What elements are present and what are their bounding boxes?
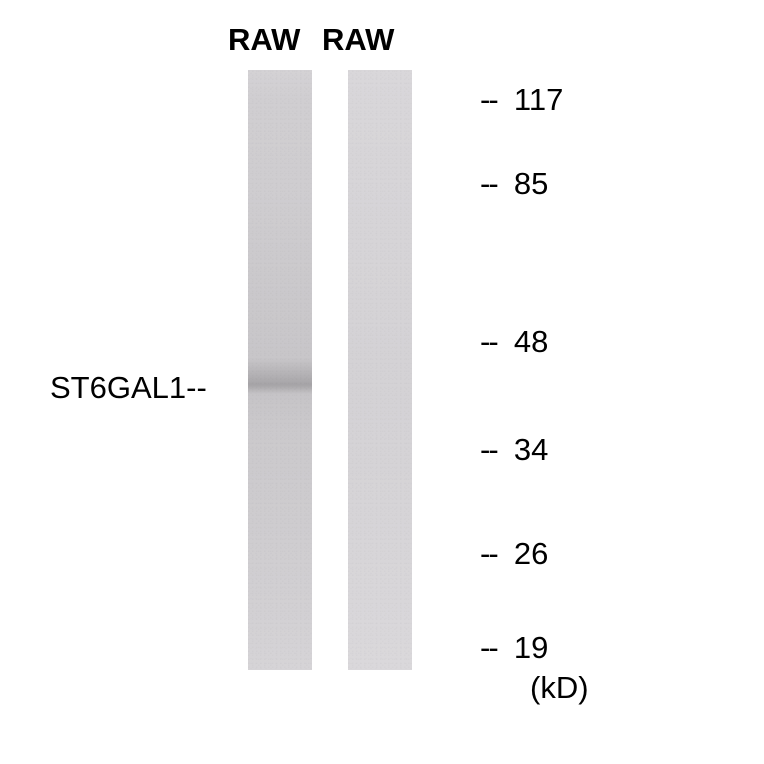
marker-117: -- 117 [480,82,563,118]
marker-value: 26 [514,536,548,571]
marker-value: 48 [514,324,548,359]
marker-85: -- 85 [480,166,548,202]
western-blot-figure: RAW RAW ST6GAL1-- -- 117 -- 85 -- 48 -- … [0,0,764,764]
marker-48: -- 48 [480,324,548,360]
marker-value: 34 [514,432,548,467]
protein-name: ST6GAL1 [50,370,186,405]
marker-dash: -- [480,536,497,571]
lane-2-label: RAW [322,22,394,58]
marker-dash: -- [480,82,497,117]
marker-dash: -- [480,166,497,201]
marker-value: 85 [514,166,548,201]
marker-26: -- 26 [480,536,548,572]
marker-value: 19 [514,630,548,665]
marker-dash: -- [480,630,497,665]
protein-dash: -- [186,370,207,405]
lane-2-texture [348,70,412,670]
unit-label: (kD) [530,670,589,706]
marker-dash: -- [480,324,497,359]
blot-lane-1 [248,70,312,670]
marker-dash: -- [480,432,497,467]
blot-lane-2 [348,70,412,670]
protein-label: ST6GAL1-- [50,370,207,406]
marker-value: 117 [514,82,563,117]
marker-19: -- 19 [480,630,548,666]
lane-1-label: RAW [228,22,300,58]
marker-34: -- 34 [480,432,548,468]
lane-1-texture [248,70,312,670]
